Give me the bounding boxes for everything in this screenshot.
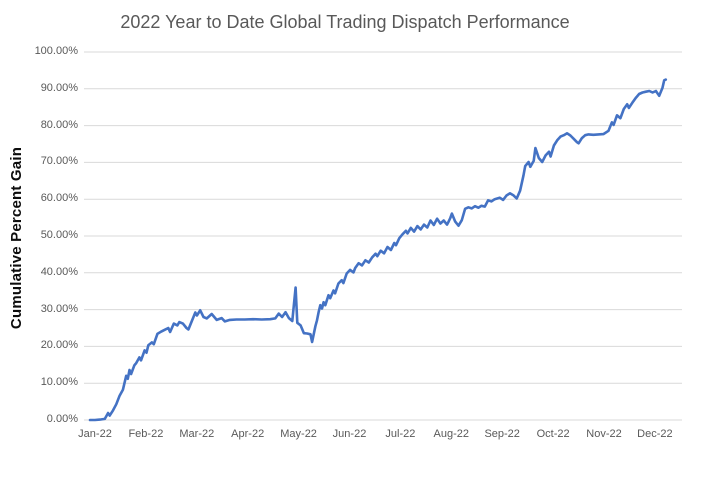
x-tick-label: Aug-22: [433, 428, 470, 440]
y-tick-label: 50.00%: [40, 229, 78, 241]
y-tick-label: 90.00%: [40, 81, 78, 94]
y-tick-label: 70.00%: [40, 155, 78, 168]
x-tick-label: Nov-22: [586, 428, 622, 440]
x-tick-label: Sep-22: [484, 428, 520, 440]
x-tick-label: Jan-22: [78, 428, 112, 440]
y-tick-label: 100.00%: [34, 45, 78, 57]
y-tick-label: 0.00%: [46, 413, 78, 425]
x-tick-label: Oct-22: [536, 428, 570, 440]
x-tick-label: Jun-22: [332, 428, 367, 440]
y-tick-label: 10.00%: [40, 376, 78, 389]
x-tick-label: Dec-22: [637, 428, 673, 440]
x-tick-label: Feb-22: [128, 428, 164, 440]
x-tick-label: May-22: [280, 428, 317, 440]
y-tick-label: 20.00%: [40, 339, 78, 352]
y-tick-label: 60.00%: [40, 192, 78, 205]
y-tick-label: 40.00%: [40, 265, 78, 278]
x-tick-label: Apr-22: [231, 428, 265, 440]
chart-title: 2022 Year to Date Global Trading Dispatc…: [120, 12, 570, 32]
y-tick-label: 30.00%: [40, 302, 78, 315]
gridlines: [84, 51, 682, 421]
x-tick-label: Jul-22: [385, 428, 416, 440]
x-tick-label: Mar-22: [179, 428, 215, 440]
performance-line-series: [88, 78, 668, 422]
y-tick-label: 80.00%: [40, 118, 78, 131]
